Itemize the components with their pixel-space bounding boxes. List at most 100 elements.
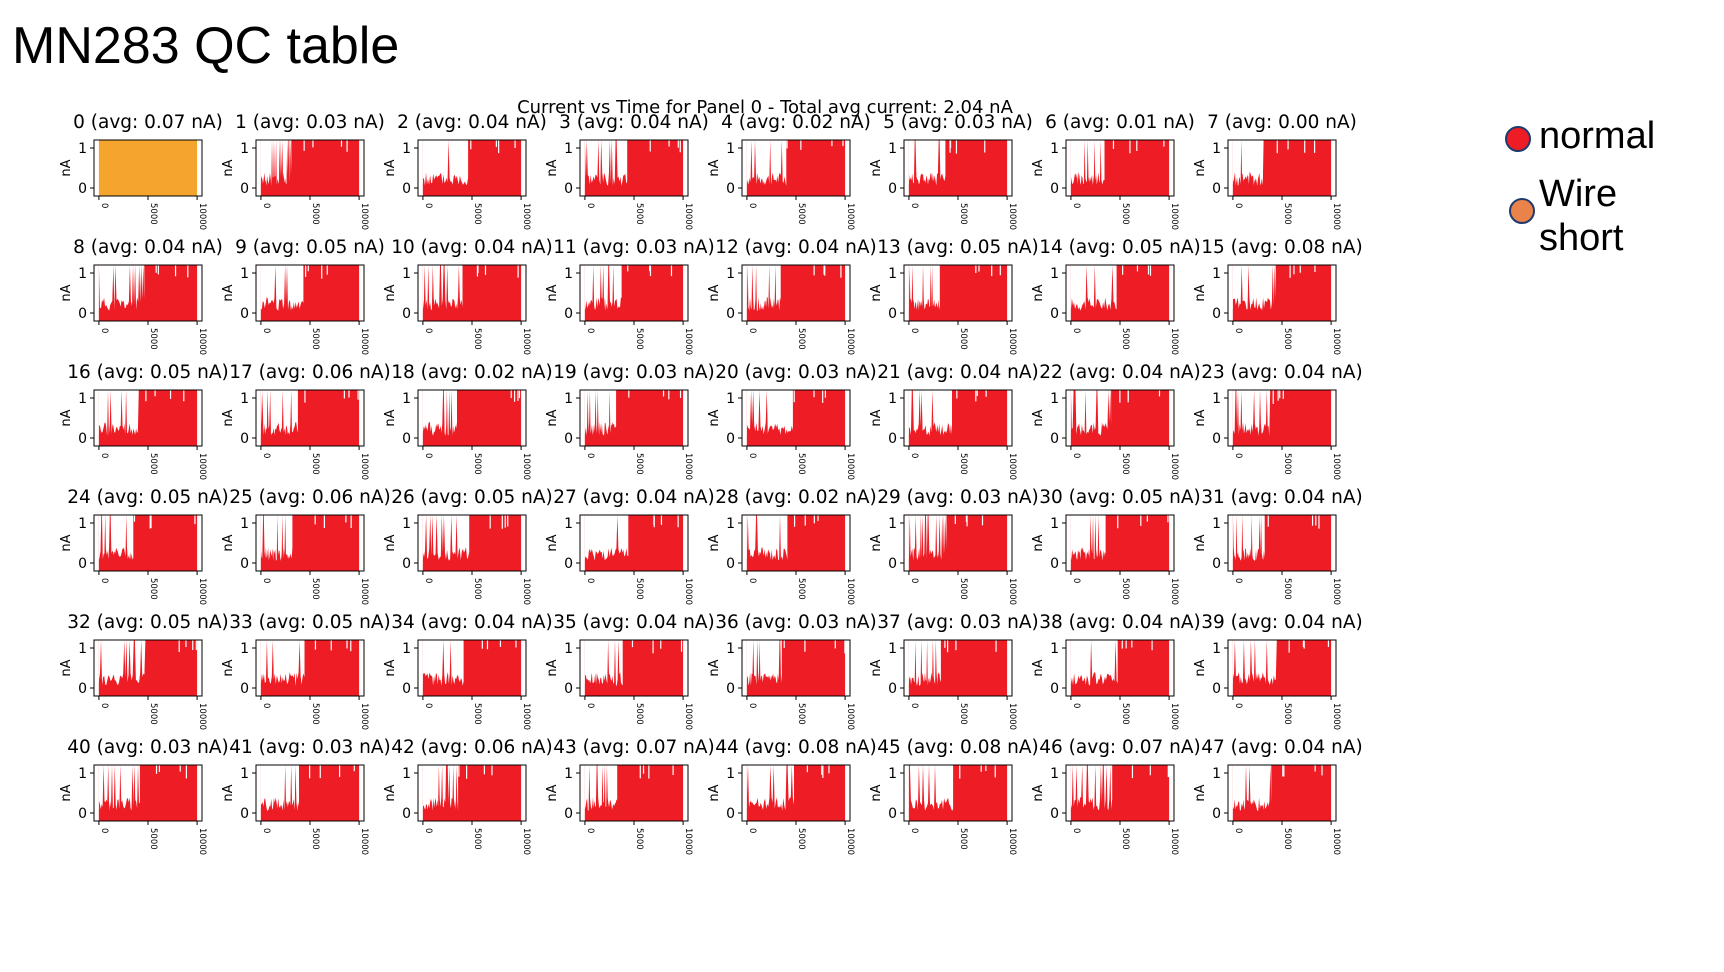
x-tick-label: 0 (1071, 828, 1081, 833)
y-tick-label: 1 (240, 641, 249, 657)
x-tick-label: 0 (747, 828, 757, 833)
channel-title: 5 (avg: 0.03 nA) (883, 112, 1033, 133)
y-tick-label: 1 (78, 141, 87, 157)
y-tick-label: 0 (402, 431, 411, 447)
channel-panel: 5 (avg: 0.03 nA) 1 0 nA 0 5000 10000 (868, 112, 1048, 250)
signal-gap (422, 140, 469, 186)
x-tick-label: 5000 (148, 453, 158, 475)
channel-panel: 3 (avg: 0.04 nA) 1 0 nA 0 5000 10000 (544, 112, 724, 250)
signal-gap (260, 515, 293, 561)
x-tick-label: 0 (1071, 328, 1081, 333)
y-tick-label: 0 (240, 181, 249, 197)
x-tick-label: 10000 (1007, 203, 1017, 230)
x-tick-label: 0 (909, 203, 919, 208)
x-tick-label: 10000 (1007, 453, 1017, 480)
signal-baseline (260, 809, 300, 821)
y-axis-label: nA (383, 784, 398, 801)
x-tick-label: 10000 (1169, 328, 1179, 355)
channel-panel: 13 (avg: 0.05 nA) 1 0 nA 0 5000 10000 (868, 237, 1048, 375)
x-tick-label: 10000 (1331, 578, 1341, 605)
x-tick-label: 0 (1071, 203, 1081, 208)
x-tick-label: 10000 (1169, 578, 1179, 605)
signal-gap (746, 515, 788, 561)
y-tick-label: 0 (726, 681, 735, 697)
x-tick-label: 10000 (1331, 828, 1341, 855)
x-tick-label: 5000 (472, 703, 482, 725)
y-axis-label: nA (545, 534, 560, 551)
x-tick-label: 5000 (472, 328, 482, 350)
y-tick-label: 0 (1212, 181, 1221, 197)
signal-baseline (1070, 809, 1113, 821)
y-tick-label: 0 (1050, 556, 1059, 572)
x-tick-label: 10000 (1007, 703, 1017, 730)
y-tick-label: 0 (564, 806, 573, 822)
x-tick-label: 10000 (359, 203, 369, 230)
signal-gap (746, 390, 793, 435)
x-tick-label: 10000 (1007, 328, 1017, 355)
x-tick-label: 0 (909, 328, 919, 333)
x-tick-label: 0 (99, 203, 109, 208)
signal-baseline (422, 434, 458, 446)
channel-title: 41 (avg: 0.03 nA) (229, 737, 391, 758)
signal-gap (908, 265, 940, 311)
x-tick-label: 10000 (845, 203, 855, 230)
y-tick-label: 0 (888, 681, 897, 697)
signal-baseline (908, 309, 940, 321)
channel-title: 14 (avg: 0.05 nA) (1039, 237, 1201, 258)
channel-title: 16 (avg: 0.05 nA) (67, 362, 229, 383)
y-tick-label: 0 (78, 681, 87, 697)
x-tick-label: 5000 (310, 203, 320, 225)
y-tick-label: 1 (888, 766, 897, 782)
x-tick-label: 0 (1233, 453, 1243, 458)
x-tick-label: 5000 (796, 453, 806, 475)
signal-baseline (584, 809, 618, 821)
x-tick-label: 10000 (521, 328, 531, 355)
signal-area (422, 265, 522, 321)
channel-panel: 33 (avg: 0.05 nA) 1 0 nA 0 5000 10000 (220, 612, 400, 750)
signal-gap (746, 640, 782, 686)
y-tick-label: 0 (888, 306, 897, 322)
signal-gap (422, 640, 464, 686)
channel-panel: 0 (avg: 0.07 nA) 1 0 nA 0 5000 10000 (58, 112, 238, 250)
x-tick-label: 5000 (310, 578, 320, 600)
channel-panel: 6 (avg: 0.01 nA) 1 0 nA 0 5000 10000 (1030, 112, 1210, 250)
signal-baseline (908, 434, 952, 446)
signal-gap (1070, 640, 1118, 686)
y-tick-label: 1 (240, 141, 249, 157)
x-tick-label: 5000 (1282, 578, 1292, 600)
x-tick-label: 5000 (148, 828, 158, 850)
channel-panel: 35 (avg: 0.04 nA) 1 0 nA 0 5000 10000 (544, 612, 724, 750)
y-axis-label: nA (1031, 534, 1046, 551)
signal-gap (260, 765, 299, 811)
channel-title: 25 (avg: 0.06 nA) (229, 487, 391, 508)
signal-baseline (98, 809, 140, 821)
y-tick-label: 0 (888, 556, 897, 572)
channel-panel: 29 (avg: 0.03 nA) 1 0 nA 0 5000 10000 (868, 487, 1048, 625)
x-tick-label: 5000 (148, 328, 158, 350)
signal-baseline (746, 184, 787, 196)
y-axis-label: nA (545, 409, 560, 426)
signal-baseline (422, 184, 469, 196)
x-tick-label: 5000 (472, 578, 482, 600)
y-tick-label: 0 (888, 181, 897, 197)
x-tick-label: 10000 (845, 703, 855, 730)
y-tick-label: 0 (78, 306, 87, 322)
signal-baseline (584, 434, 617, 446)
signal-gap (1232, 390, 1271, 436)
x-tick-label: 5000 (1282, 203, 1292, 225)
x-tick-label: 5000 (796, 703, 806, 725)
x-tick-label: 10000 (359, 578, 369, 605)
y-axis-label: nA (1193, 659, 1208, 676)
